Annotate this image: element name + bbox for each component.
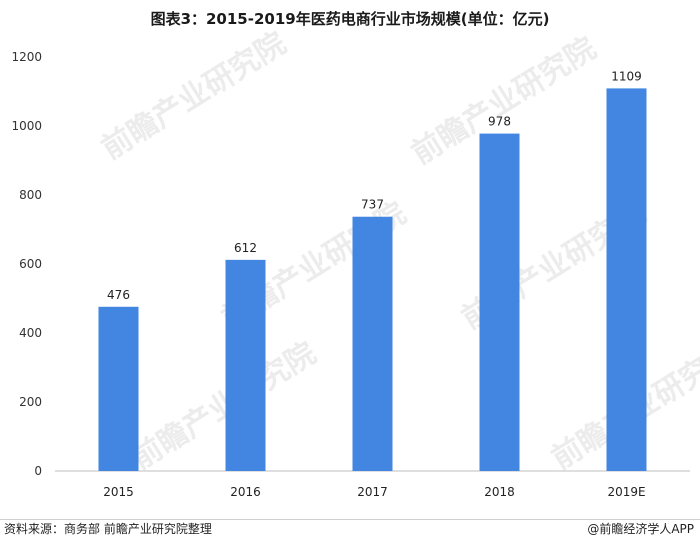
y-tick-label-0: 0	[34, 464, 42, 478]
footer-divider	[0, 519, 700, 520]
bar-2015	[98, 306, 139, 471]
y-tick-label-4: 800	[19, 188, 42, 202]
y-tick-label-5: 1000	[11, 119, 42, 133]
data-labels: 476 612 737 978 1109	[107, 69, 642, 301]
bar-2016	[225, 259, 266, 471]
data-label-2016: 612	[234, 241, 257, 255]
x-tick-label-2016: 2016	[230, 485, 261, 499]
chart-title: 图表3：2015-2019年医药电商行业市场规模(单位：亿元)	[150, 10, 550, 28]
y-axis-ticks: 0 200 400 600 800 1000 1200	[11, 50, 42, 478]
bars	[98, 88, 647, 472]
bar-2018	[479, 133, 520, 471]
x-tick-label-2017: 2017	[357, 485, 388, 499]
y-tick-label-6: 1200	[11, 50, 42, 64]
y-tick-label-2: 400	[19, 326, 42, 340]
bar-2017	[352, 216, 393, 471]
watermark-5: 前瞻产业研究院	[126, 336, 323, 477]
x-tick-label-2019E: 2019E	[607, 485, 645, 499]
x-axis-ticks: 2015 2016 2017 2018 2019E	[103, 485, 645, 499]
data-label-2019E: 1109	[611, 69, 642, 83]
data-label-2017: 737	[361, 198, 384, 212]
credit-note: @前瞻经济学人APP	[587, 522, 694, 536]
data-label-2015: 476	[107, 288, 130, 302]
watermark-0: 前瞻产业研究院	[96, 26, 293, 167]
data-label-2018: 978	[488, 115, 511, 129]
x-tick-label-2018: 2018	[484, 485, 515, 499]
x-tick-label-2015: 2015	[103, 485, 134, 499]
source-note: 资料来源：商务部 前瞻产业研究院整理	[4, 522, 212, 536]
bar-2019E	[606, 88, 647, 472]
y-tick-label-3: 600	[19, 257, 42, 271]
y-tick-label-1: 200	[19, 395, 42, 409]
